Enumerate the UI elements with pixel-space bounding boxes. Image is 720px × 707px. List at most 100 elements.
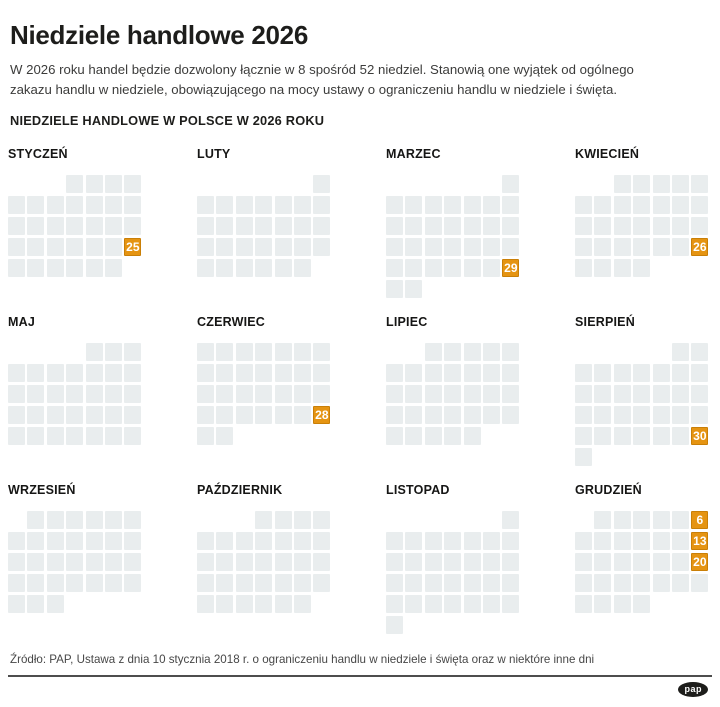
- day-cell: [216, 385, 234, 404]
- day-cell: [671, 196, 689, 215]
- intro-text: W 2026 roku handel będzie dozwolony łącz…: [10, 61, 634, 98]
- day-cell: [502, 175, 520, 194]
- day-cell: [594, 406, 612, 425]
- day-cell: [444, 343, 462, 362]
- day-cell: [27, 595, 45, 614]
- day-cell: [66, 532, 84, 551]
- month-days-grid: 26: [575, 175, 710, 278]
- day-cell: [633, 406, 651, 425]
- empty-cell: [444, 616, 461, 634]
- day-cell: [293, 196, 311, 215]
- day-cell: [405, 427, 423, 446]
- empty-cell: [8, 343, 25, 361]
- day-cell: [633, 574, 651, 593]
- day-cell: [444, 553, 462, 572]
- day-cell: [104, 259, 122, 278]
- empty-cell: [386, 175, 403, 193]
- empty-cell: [236, 511, 253, 529]
- day-cell: [386, 616, 403, 635]
- day-cell: [633, 196, 651, 215]
- day-cell: [502, 364, 520, 383]
- day-cell: [46, 511, 64, 530]
- month-maj: MAJ: [8, 315, 143, 483]
- empty-cell: [405, 511, 422, 529]
- day-cell: [575, 553, 592, 572]
- day-cell: [216, 532, 234, 551]
- day-cell: [386, 364, 403, 383]
- day-cell: [671, 217, 689, 236]
- day-cell: [197, 532, 214, 551]
- day-cell: [463, 196, 481, 215]
- day-cell: [613, 532, 631, 551]
- day-cell: [274, 196, 292, 215]
- month-name: LIPIEC: [386, 315, 428, 330]
- day-cell: [671, 511, 689, 530]
- day-cell: [255, 343, 273, 362]
- empty-cell: [236, 427, 253, 445]
- day-cell: [293, 532, 311, 551]
- day-cell: [66, 427, 84, 446]
- day-cell: [463, 532, 481, 551]
- empty-cell: [633, 343, 650, 361]
- day-cell: [405, 238, 423, 257]
- day-cell: [424, 427, 442, 446]
- day-cell: [482, 553, 500, 572]
- trading-sunday-cell: 26: [691, 238, 709, 257]
- day-cell: [313, 196, 331, 215]
- day-cell: [85, 406, 103, 425]
- day-cell: [27, 385, 45, 404]
- day-cell: [255, 511, 273, 530]
- day-cell: [652, 217, 670, 236]
- day-cell: [502, 238, 520, 257]
- day-cell: [444, 364, 462, 383]
- day-cell: [104, 406, 122, 425]
- day-cell: [313, 574, 331, 593]
- month-name: GRUDZIEŃ: [575, 483, 642, 498]
- day-cell: [671, 574, 689, 593]
- day-cell: [27, 511, 45, 530]
- day-cell: [104, 385, 122, 404]
- day-cell: [613, 553, 631, 572]
- day-cell: [85, 196, 103, 215]
- empty-cell: [483, 616, 500, 634]
- day-cell: [8, 553, 25, 572]
- day-cell: [671, 385, 689, 404]
- month-luty: LUTY: [197, 147, 332, 315]
- day-cell: [255, 574, 273, 593]
- day-cell: [594, 364, 612, 383]
- day-cell: [313, 532, 331, 551]
- day-cell: [197, 343, 214, 362]
- day-cell: [46, 217, 64, 236]
- empty-cell: [275, 427, 292, 445]
- day-cell: [405, 532, 423, 551]
- day-cell: [46, 259, 64, 278]
- day-cell: [66, 175, 84, 194]
- day-cell: [124, 406, 142, 425]
- day-cell: [594, 196, 612, 215]
- day-cell: [575, 259, 592, 278]
- day-cell: [27, 553, 45, 572]
- day-cell: [313, 511, 331, 530]
- day-cell: [313, 175, 331, 194]
- day-cell: [633, 217, 651, 236]
- pap-logo: pap: [678, 682, 708, 697]
- day-cell: [424, 595, 442, 614]
- day-cell: [274, 574, 292, 593]
- empty-cell: [124, 595, 141, 613]
- day-cell: [386, 280, 403, 299]
- day-cell: [46, 406, 64, 425]
- day-cell: [8, 385, 25, 404]
- day-cell: [386, 553, 403, 572]
- day-cell: [386, 196, 403, 215]
- trading-sunday-cell: 20: [691, 553, 709, 572]
- day-cell: [216, 406, 234, 425]
- day-cell: [502, 385, 520, 404]
- day-cell: [274, 217, 292, 236]
- empty-cell: [216, 511, 233, 529]
- empty-cell: [502, 427, 519, 445]
- day-cell: [482, 259, 500, 278]
- day-cell: [463, 406, 481, 425]
- month-styczen: STYCZEŃ 25: [8, 147, 143, 315]
- day-cell: [424, 532, 442, 551]
- empty-cell: [691, 448, 708, 466]
